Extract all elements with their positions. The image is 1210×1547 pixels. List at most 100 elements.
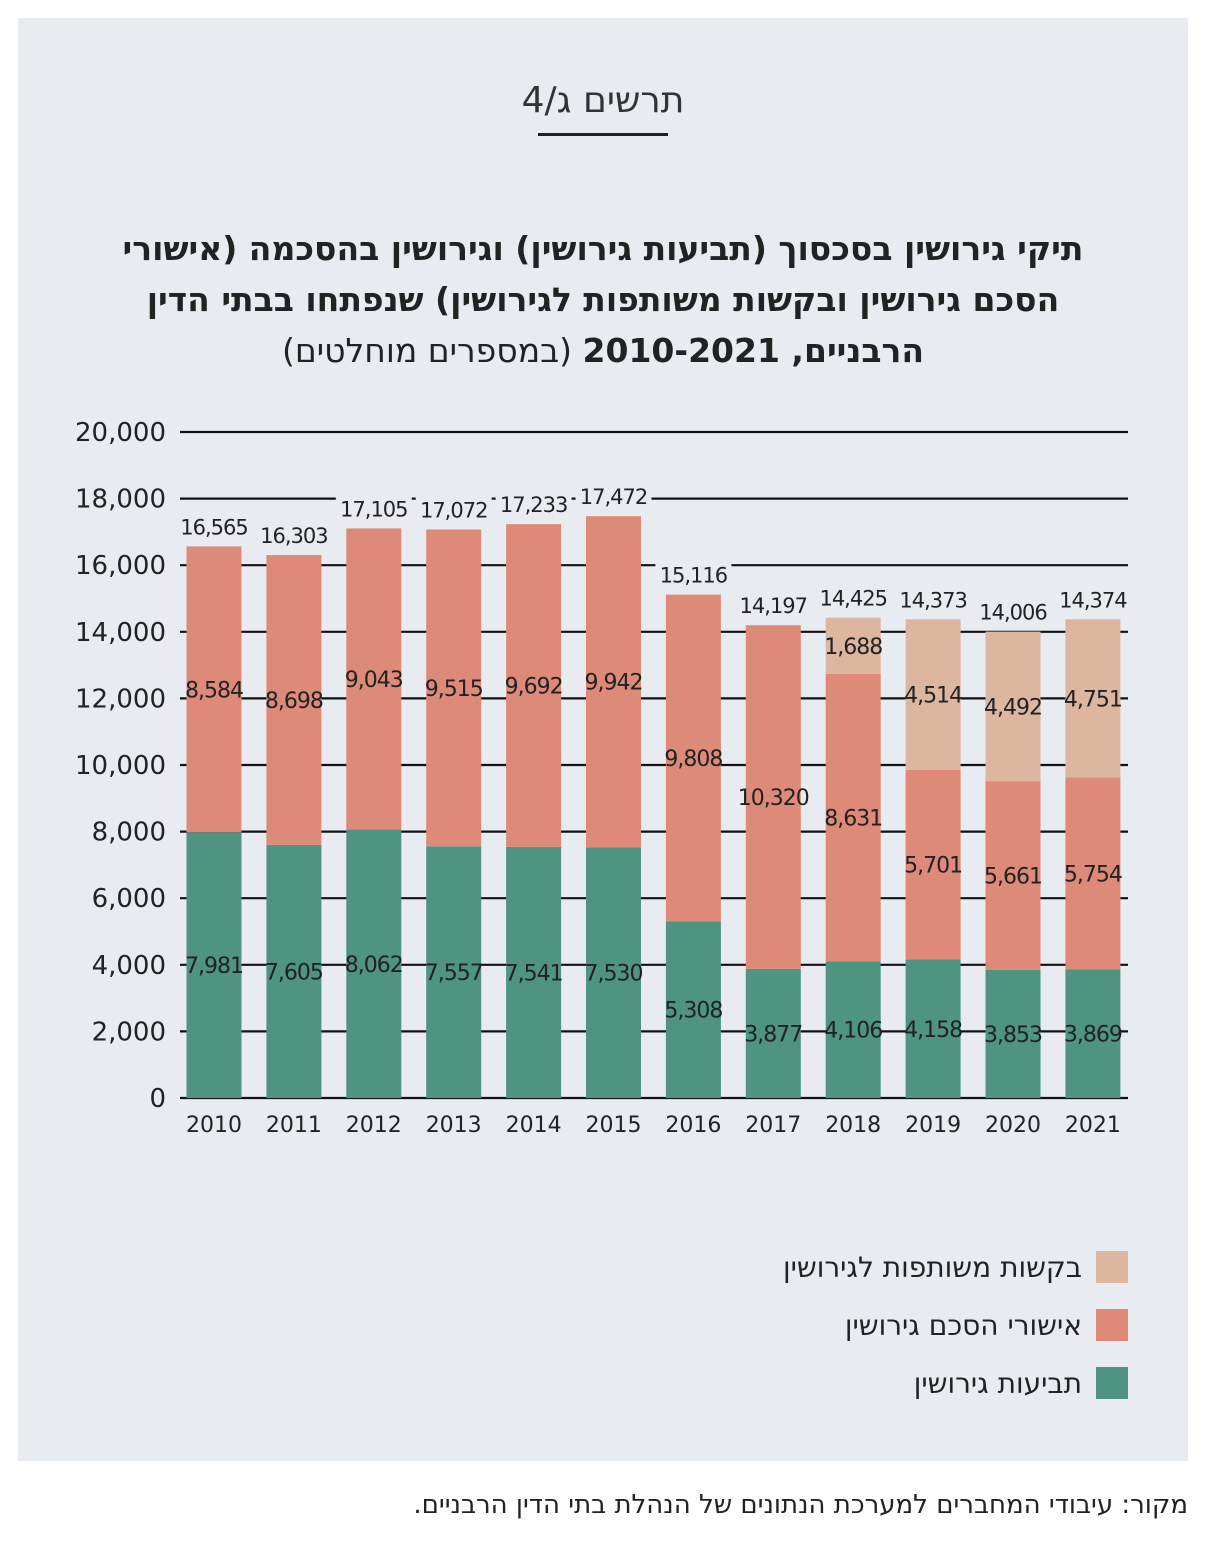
total-value-label: 17,072	[420, 499, 487, 523]
total-value-label: 14,197	[740, 594, 807, 618]
bar-segment	[745, 968, 801, 1098]
bar-segment	[905, 769, 961, 960]
total-value-label: 17,233	[500, 493, 567, 517]
bar-segment	[506, 846, 562, 1098]
total-label-bg	[1054, 585, 1131, 614]
total-label-bg	[655, 560, 732, 589]
total-label-bg	[975, 597, 1051, 626]
bar-segment	[665, 594, 721, 922]
segment-value-label: 10,320	[738, 786, 809, 811]
legend-label: בקשות משותפות לגירושין	[782, 1250, 1082, 1284]
total-value-label: 14,006	[979, 601, 1047, 625]
x-tick-label: 2019	[905, 1113, 961, 1138]
segment-value-label: 5,308	[664, 999, 722, 1024]
segment-value-label: 5,754	[1064, 862, 1122, 887]
y-tick-label: 6,000	[92, 884, 166, 914]
segment-value-label: 4,158	[904, 1018, 962, 1043]
x-tick-label: 2016	[665, 1113, 721, 1138]
figure-label: תרשים ג/4	[521, 80, 685, 121]
legend-swatch	[1096, 1309, 1128, 1341]
x-tick-label: 2015	[586, 1113, 642, 1138]
total-label-bg	[255, 521, 332, 550]
x-tick-label: 2014	[506, 1113, 562, 1138]
bar-segment	[586, 847, 641, 1098]
bar-segment	[825, 617, 881, 674]
segment-value-label: 9,043	[345, 668, 403, 693]
bar-segment	[1065, 619, 1121, 778]
bar-segment	[665, 921, 721, 1098]
total-value-label: 16,303	[260, 524, 327, 548]
bar-segment	[586, 516, 641, 848]
x-tick-label: 2021	[1065, 1113, 1121, 1138]
segment-value-label: 7,557	[425, 961, 483, 986]
y-axis-labels: 0 2,000 4,000 6,000 8,000 10,000 12,000 14,000 1…	[75, 418, 166, 1114]
bar-segment	[506, 524, 562, 847]
legend: בקשות משותפות לגירושין אישורי הסכם גירושי…	[783, 1238, 1128, 1412]
total-value-label: 15,116	[660, 564, 728, 588]
bar-segment	[745, 625, 801, 969]
y-tick-label: 14,000	[75, 618, 166, 648]
x-tick-label: 2012	[346, 1113, 402, 1138]
y-tick-label: 0	[149, 1084, 166, 1114]
y-tick-label: 18,000	[75, 485, 166, 515]
value-labels: 7,981 8,584 16,565 7,605 8,698 16,303 8,062 9,0…	[176, 482, 1131, 1048]
chart-title: תיקי גירושין בסכסוך (תביעות גירושין) וגי…	[78, 223, 1128, 376]
segment-value-label: 3,869	[1064, 1023, 1122, 1048]
bar-segment	[985, 969, 1041, 1098]
y-tick-label: 4,000	[92, 951, 166, 981]
total-label-bg	[495, 490, 572, 519]
chart-title-main: תיקי גירושין בסכסוך (תביעות גירושין) וגי…	[122, 229, 1084, 370]
legend-item: אישורי הסכם גירושין	[783, 1296, 1128, 1354]
total-label-bg	[415, 495, 492, 524]
total-value-label: 14,374	[1059, 588, 1127, 612]
segment-value-label: 8,584	[185, 678, 243, 703]
segment-value-label: 8,631	[824, 807, 882, 832]
segment-value-label: 8,698	[265, 689, 323, 714]
gridlines	[180, 430, 1128, 1100]
x-axis-labels: 2010 2011 2012 2013 2014 2015 2016 2017 2018 2019…	[186, 1113, 1121, 1138]
y-tick-label: 12,000	[75, 684, 166, 714]
bar-segment	[186, 546, 242, 833]
bar-segment	[985, 781, 1041, 970]
segment-value-label: 9,942	[585, 671, 643, 696]
total-value-label: 17,105	[340, 497, 407, 521]
bar-segment	[266, 555, 322, 845]
bar-segment	[346, 829, 402, 1098]
segment-value-label: 7,530	[585, 962, 643, 987]
y-tick-label: 8,000	[92, 818, 166, 848]
segment-value-label: 5,701	[904, 854, 962, 879]
x-tick-label: 2013	[426, 1113, 482, 1138]
total-label-bg	[575, 482, 652, 511]
bar-segment	[985, 631, 1041, 782]
legend-item: תביעות גירושין	[783, 1354, 1128, 1412]
x-tick-label: 2018	[825, 1113, 881, 1138]
bar-segment	[426, 846, 482, 1098]
bar-segment	[266, 844, 322, 1098]
segment-value-label: 9,692	[505, 675, 563, 700]
segment-value-label: 3,853	[984, 1023, 1042, 1048]
segment-value-label: 4,751	[1064, 687, 1122, 712]
x-tick-label: 2011	[266, 1113, 322, 1138]
total-value-label: 16,565	[180, 515, 247, 539]
segment-value-label: 9,808	[664, 747, 722, 772]
total-label-bg	[735, 591, 812, 620]
source-note: מקור: עיבודי המחברים למערכת הנתונים של ה…	[413, 1490, 1188, 1520]
segment-value-label: 7,981	[185, 954, 243, 979]
y-tick-label: 16,000	[75, 551, 166, 581]
segment-value-label: 7,605	[265, 960, 323, 985]
legend-item: בקשות משותפות לגירושין	[783, 1238, 1128, 1296]
segment-value-label: 1,688	[824, 635, 882, 660]
y-tick-label: 2,000	[92, 1017, 166, 1047]
legend-swatch	[1096, 1367, 1128, 1399]
bar-segment	[905, 619, 961, 770]
segment-value-label: 4,492	[984, 695, 1042, 720]
bar-segment	[825, 673, 881, 962]
y-tick-label: 20,000	[75, 418, 166, 448]
bar-segment	[426, 529, 482, 847]
total-label-bg	[895, 585, 972, 614]
legend-label: אישורי הסכם גירושין	[844, 1308, 1082, 1342]
total-value-label: 14,373	[899, 588, 966, 612]
x-tick-label: 2017	[745, 1113, 801, 1138]
segment-value-label: 8,062	[345, 953, 403, 978]
bars	[186, 516, 1121, 1098]
